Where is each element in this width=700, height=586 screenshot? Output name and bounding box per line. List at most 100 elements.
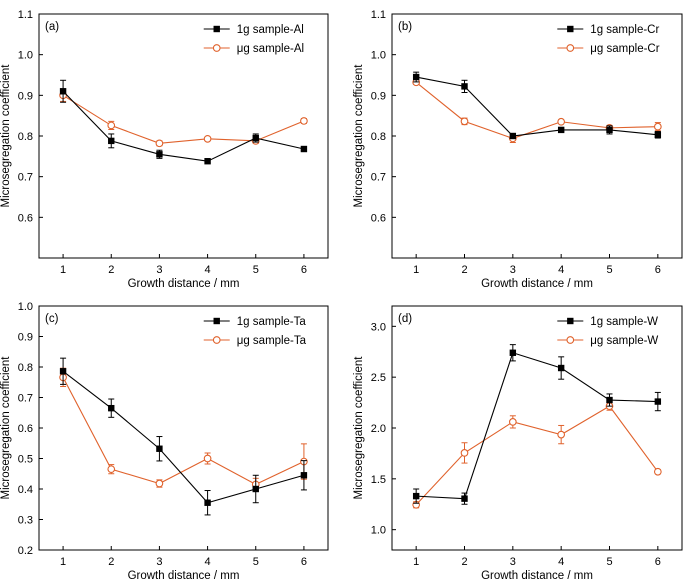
series-1g (412, 71, 662, 140)
data-point-circle (508, 418, 517, 426)
x-axis-title: Growth distance / mm (128, 570, 240, 582)
data-point-square (156, 445, 163, 452)
legend-marker-square (567, 317, 574, 325)
data-point-square (300, 145, 308, 153)
y-tick-label: 0.8 (371, 131, 386, 143)
y-tick-label: 1.0 (371, 50, 386, 62)
data-point-circle (460, 449, 469, 457)
series-1g (59, 357, 308, 516)
series-1g (59, 79, 308, 165)
x-tick-label: 1 (60, 264, 66, 276)
legend-label: 1g sample-Ta (237, 316, 307, 328)
series-1g (412, 344, 662, 505)
x-axis-title: Growth distance / mm (128, 278, 240, 290)
x-tick-label: 5 (606, 556, 612, 568)
x-tick-label: 6 (301, 556, 307, 568)
y-axis-title: Microsegregation coefficient (353, 356, 365, 500)
legend: 1g sample-Ta μg sample-Ta (203, 316, 307, 347)
y-tick-label: 1.1 (18, 9, 33, 21)
data-point-circle (155, 139, 164, 148)
x-axis-title: Growth distance / mm (481, 570, 593, 582)
series-line (416, 352, 658, 500)
data-point-square (509, 349, 517, 356)
legend-marker-circle (566, 44, 575, 52)
x-tick-label: 2 (108, 556, 114, 568)
x-tick-label: 6 (655, 264, 661, 276)
x-tick-label: 4 (558, 264, 564, 276)
y-tick-label: 0.4 (18, 484, 33, 496)
data-point-circle (557, 117, 566, 126)
legend-item: μg sample-Al (203, 43, 304, 55)
panel-label: (d) (398, 313, 412, 325)
legend-item: 1g sample-Cr (557, 24, 659, 36)
y-tick-label: 2.0 (371, 423, 386, 435)
y-tick-label: 0.8 (18, 131, 33, 143)
series-line (415, 81, 658, 140)
chart-panel-d: 1 2 3 4 5 6 1.0 1.5 2.0 2.5 3.0 Growth distance / m… (353, 305, 683, 582)
y-tick-label: 3.0 (371, 321, 386, 333)
y-tick-label: 0.9 (371, 90, 386, 102)
x-tick-label: 5 (253, 264, 259, 276)
x-tick-label: 1 (413, 264, 419, 276)
x-tick-label: 6 (655, 556, 661, 568)
data-point-circle (653, 467, 662, 476)
x-axis-title: Growth distance / mm (481, 278, 593, 290)
data-point-circle (300, 117, 308, 125)
x-tick-label: 3 (510, 556, 516, 568)
data-point-square (654, 131, 662, 138)
series-line (62, 94, 305, 144)
legend-label: μg sample-Ta (237, 335, 307, 347)
data-point-square (557, 126, 565, 134)
y-tick-label: 0.8 (18, 362, 33, 374)
x-tick-label: 3 (156, 264, 162, 276)
legend-item: 1g sample-W (557, 316, 658, 328)
chart-panel-b: 1 2 3 4 5 6 0.6 0.7 0.8 0.9 1.0 1.1 Growth distance … (353, 9, 683, 290)
legend-label: μg sample-Al (237, 43, 304, 55)
x-tick-label: 2 (461, 556, 467, 568)
data-point-circle (203, 454, 212, 463)
data-point-square (412, 492, 420, 500)
legend-marker-circle (212, 336, 221, 344)
data-point-square (654, 398, 662, 405)
x-tick-label: 5 (253, 556, 259, 568)
series-line (62, 370, 305, 504)
x-tick-label: 1 (60, 556, 66, 568)
y-tick-label: 0.7 (18, 172, 33, 184)
y-tick-label: 0.5 (18, 454, 33, 466)
series-line (415, 405, 659, 506)
legend: 1g sample-Cr μg sample-Cr (557, 24, 660, 55)
legend-marker-square (213, 317, 220, 325)
panel-label: (b) (398, 21, 412, 33)
y-tick-label: 1.0 (18, 50, 33, 62)
data-point-square (606, 396, 613, 404)
data-point-square (412, 73, 420, 81)
data-point-square (509, 132, 517, 140)
y-axis-title: Microsegregation coefficient (353, 64, 365, 208)
series-line (416, 76, 658, 137)
y-tick-label: 2.5 (371, 372, 386, 384)
data-point-square (59, 368, 67, 375)
legend-label: 1g sample-W (590, 316, 658, 328)
legend-marker-square (213, 25, 220, 33)
y-axis-title: Microsegregation coefficient (0, 64, 12, 208)
legend-marker-square (567, 25, 574, 33)
legend-item: μg sample-Ta (203, 335, 307, 347)
y-tick-label: 1.1 (371, 9, 386, 21)
data-point-square (108, 404, 115, 412)
data-point-square (156, 151, 163, 158)
data-point-square (606, 126, 613, 134)
y-tick-label: 1.0 (18, 301, 33, 313)
x-tick-label: 2 (108, 264, 114, 276)
legend: 1g sample-W μg sample-W (557, 316, 658, 347)
x-tick-label: 3 (156, 556, 162, 568)
y-tick-label: 0.7 (18, 393, 33, 405)
y-tick-label: 1.0 (371, 525, 386, 537)
series-line (62, 377, 305, 486)
legend-label: μg sample-W (590, 335, 658, 347)
x-tick-label: 5 (606, 264, 612, 276)
y-tick-label: 0.2 (18, 545, 33, 557)
legend-label: μg sample-Cr (590, 43, 659, 55)
data-point-circle (155, 479, 164, 488)
x-tick-label: 4 (558, 556, 564, 568)
